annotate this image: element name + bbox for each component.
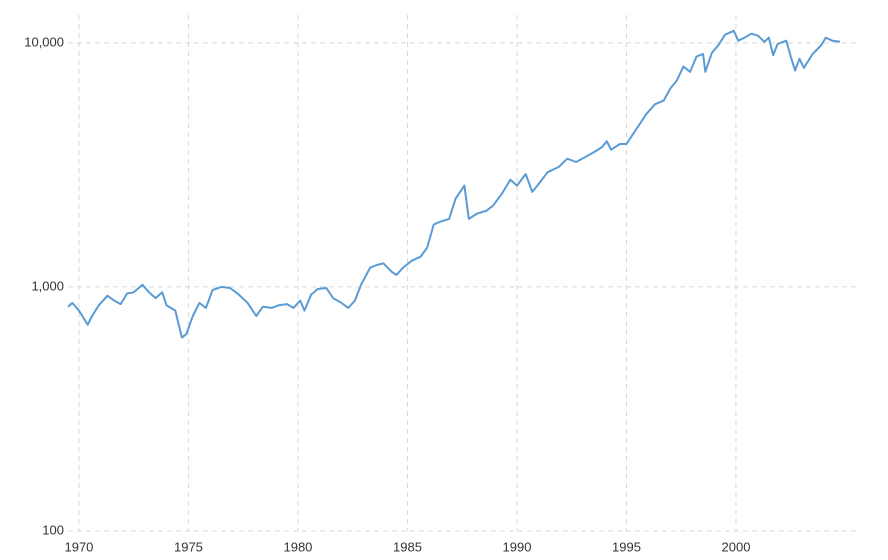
y-tick-label: 10,000 [24,34,64,49]
x-tick-label: 1990 [503,539,532,554]
y-tick-label: 100 [42,522,64,537]
x-tick-label: 1975 [174,539,203,554]
y-tick-label: 1,000 [31,278,64,293]
x-tick-label: 1980 [283,539,312,554]
x-tick-label: 1970 [64,539,93,554]
x-tick-label: 1995 [612,539,641,554]
x-tick-label: 1985 [393,539,422,554]
line-series [67,29,841,339]
x-tick-label: 2000 [722,539,751,554]
